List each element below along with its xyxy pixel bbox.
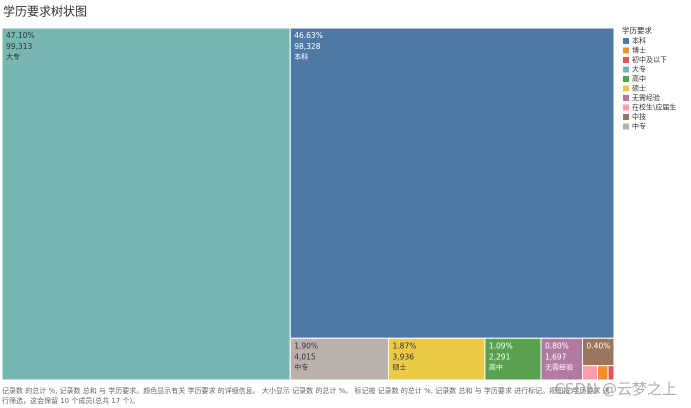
legend-title: 学历要求 — [622, 25, 652, 35]
category-label: 无需经验 — [545, 362, 573, 371]
watermark: CSDN @云梦之上 — [554, 380, 677, 398]
percent-label: 1.90% — [294, 341, 318, 350]
legend-swatch — [623, 123, 629, 130]
category-label: 本科 — [294, 52, 308, 61]
value-label: 98,328 — [294, 42, 320, 51]
legend-label: 硕士 — [632, 84, 646, 93]
legend-swatch — [623, 76, 629, 82]
percent-label: 1.09% — [489, 341, 513, 350]
treemap-cell — [1, 27, 291, 381]
percent-label: 1.87% — [393, 341, 417, 350]
percent-label: 47.10% — [6, 31, 35, 40]
legend-label: 博士 — [632, 46, 646, 55]
chart-title: 学历要求树状图 — [3, 4, 87, 19]
legend-label: 中专 — [632, 122, 646, 131]
category-label: 高中 — [489, 362, 503, 371]
percent-label: 0.40% — [587, 341, 611, 350]
treemap-cell — [484, 337, 542, 381]
chart: 学历要求树状图 学历要求 本科博士初中及以下大专高中硕士无需经验在校生\应届生中… — [1, 4, 676, 381]
treemap-cell — [289, 337, 390, 381]
legend-label: 中技 — [632, 112, 646, 121]
value-label: 3,936 — [393, 352, 415, 361]
legend-swatch — [623, 47, 629, 54]
footer: 记录数 的总计 %, 记录数 总和 与 学历要求。颜色显示有关 学历要求 的详细… — [2, 387, 610, 405]
value-label: 99,313 — [6, 42, 32, 51]
legend-label: 高中 — [632, 74, 646, 83]
legend-label: 大专 — [632, 65, 646, 74]
legend-swatch — [623, 104, 629, 111]
legend-swatch — [623, 66, 629, 73]
legend-swatch — [623, 85, 629, 92]
category-label: 硕士 — [393, 362, 407, 371]
legend-swatch — [623, 38, 629, 44]
legend-swatch — [623, 57, 629, 63]
category-label: 中专 — [294, 362, 308, 371]
percent-label: 46.63% — [294, 31, 323, 40]
legend-label: 初中及以下 — [632, 55, 667, 64]
legend-label: 本科 — [632, 36, 646, 45]
treemap-cell — [388, 337, 486, 381]
legend-swatch — [623, 95, 629, 101]
percent-label: 0.80% — [545, 341, 569, 350]
treemap-cell — [289, 27, 615, 339]
value-label: 4,015 — [294, 352, 316, 361]
value-label: 2,291 — [489, 352, 511, 361]
category-label: 大专 — [6, 52, 20, 61]
treemap-cell — [607, 365, 615, 381]
value-label: 1,697 — [545, 352, 567, 361]
legend-label: 在校生\应届生 — [632, 103, 676, 112]
legend-label: 无需经验 — [632, 93, 660, 102]
legend-swatch — [623, 114, 629, 120]
